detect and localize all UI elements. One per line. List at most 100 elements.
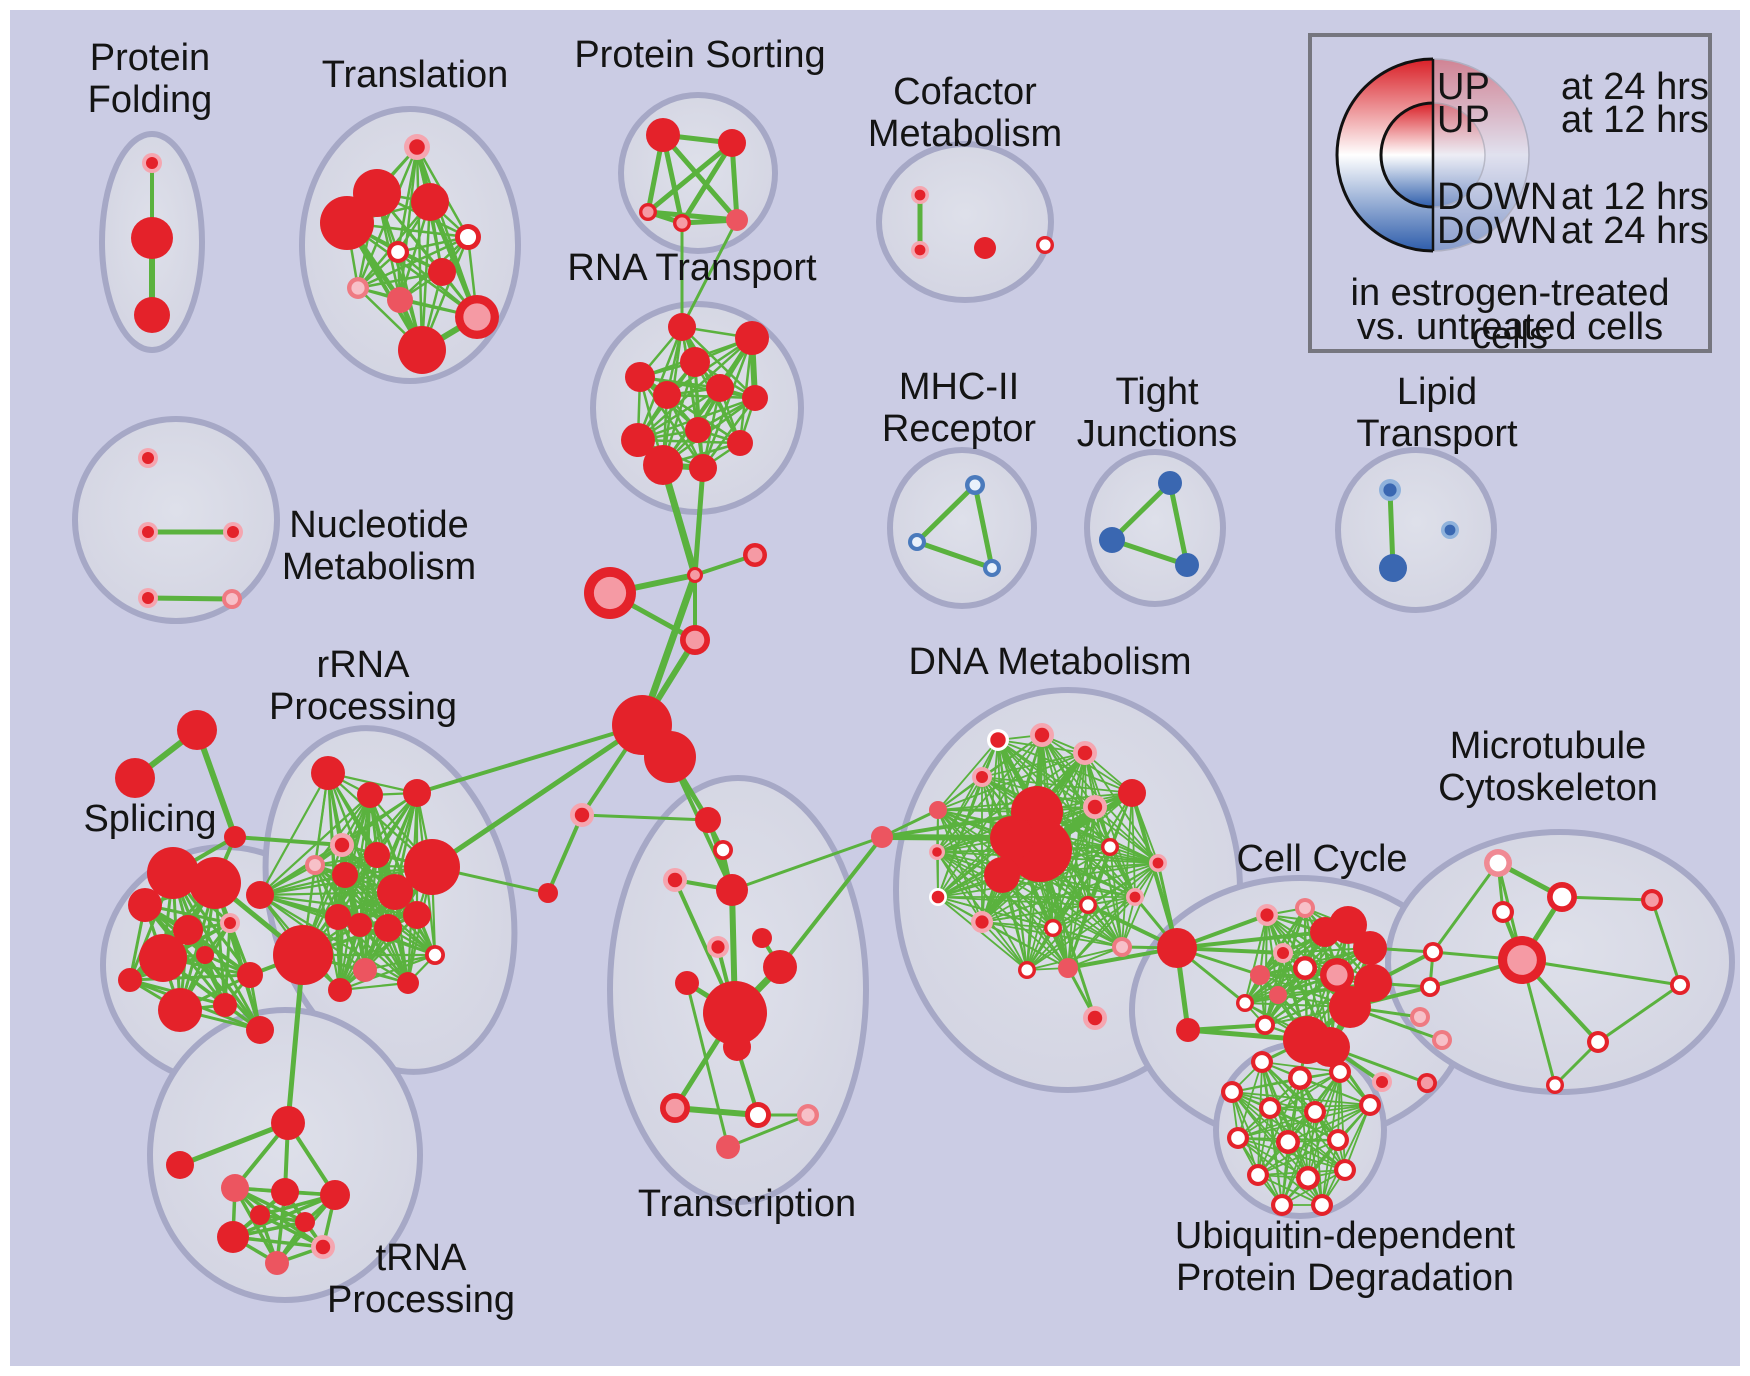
network-edge (1281, 1071, 1341, 1206)
network-node-tx5 (752, 928, 772, 948)
network-node-core-cc0 (1260, 908, 1274, 922)
network-node-sp8 (196, 946, 214, 964)
network-edge (638, 375, 757, 400)
legend-direction-label: UP (1437, 99, 1490, 141)
network-node-core-fx3 (685, 630, 705, 650)
network-node-tx0 (695, 807, 721, 833)
network-node-tr6 (428, 258, 456, 286)
network-edge (1237, 1104, 1371, 1139)
network-node-rr13 (403, 901, 431, 929)
network-node-rr16 (353, 958, 377, 982)
network-edge (1109, 537, 1190, 568)
network-node-sp11 (213, 993, 237, 1017)
network-edge (1287, 1104, 1371, 1143)
network-edge (660, 132, 740, 223)
network-edge (1094, 806, 1159, 864)
network-node-ps1 (718, 129, 746, 157)
legend-caption-line2: vs. untreated cells (1356, 306, 1664, 348)
network-node-cc15 (1310, 1027, 1350, 1067)
network-edge (1520, 958, 1682, 987)
network-edge (233, 835, 344, 847)
network-edge (680, 325, 757, 400)
network-edge (1560, 895, 1654, 902)
network-edge (1266, 914, 1374, 984)
network-node-core-tr7 (351, 281, 365, 295)
network-node-sp5 (128, 888, 162, 922)
network-node-rt0 (668, 313, 696, 341)
network-node-pf2 (134, 297, 170, 333)
network-node-sp0 (177, 710, 217, 750)
network-node-tj0 (1158, 471, 1182, 495)
legend-saturated-half (1335, 57, 1433, 253)
network-node-core-dm12 (932, 847, 942, 857)
network-node-rr6 (332, 862, 358, 888)
network-node-core-dm6 (1087, 799, 1103, 815)
network-node-sp14 (118, 968, 142, 992)
network-node-core-ub0 (1255, 1055, 1269, 1069)
network-node-cf2 (974, 237, 996, 259)
network-node-core-cc13 (1258, 1018, 1272, 1032)
network-node-rt11 (689, 454, 717, 482)
network-node-rr10 (325, 904, 351, 930)
network-node-sp10 (139, 934, 187, 982)
network-node-core-ub2 (1333, 1065, 1347, 1079)
network-node-rr1 (357, 782, 383, 808)
network-node-core-cc21 (1376, 1076, 1388, 1088)
network-node-tn5 (217, 1221, 249, 1253)
network-node-core-cf3 (1039, 239, 1051, 251)
network-node-core-ub10 (1251, 1168, 1265, 1182)
network-node-dm9 (990, 816, 1034, 860)
network-node-core-dm24 (1087, 1010, 1103, 1026)
network-edge (1244, 931, 1326, 1004)
network-node-core-dm17 (1082, 899, 1094, 911)
network-edge (258, 793, 372, 897)
network-edge (981, 921, 1069, 969)
network-node-core-cc5 (1277, 947, 1289, 959)
network-edge (1052, 927, 1123, 948)
network-edge (356, 270, 444, 290)
network-node-pf1 (131, 217, 173, 259)
network-node-core-cc17 (1423, 980, 1437, 994)
legend-time-label: at 24 hrs (1561, 210, 1709, 252)
network-edge (1257, 1139, 1339, 1176)
network-node-core-dm11 (1104, 841, 1116, 853)
network-edge (233, 1186, 279, 1265)
network-edge (981, 752, 1086, 778)
network-node-rr14 (273, 925, 333, 985)
network-node-tn1 (166, 1151, 194, 1179)
network-node-rr0 (311, 756, 345, 790)
network-node-core-cc11 (1239, 997, 1251, 1009)
network-node-rt2 (680, 347, 710, 377)
network-edge (143, 903, 262, 1032)
network-node-core-ub11 (1300, 1170, 1316, 1186)
network-edge (258, 771, 330, 897)
network-node-core-ps2 (642, 206, 654, 218)
network-edge (1314, 1111, 1323, 1206)
cluster-ellipse-mc (1385, 829, 1735, 1095)
network-node-dm5 (1118, 779, 1146, 807)
network-edge (1167, 480, 1190, 568)
network-edge (692, 465, 706, 578)
network-node-core-mc0 (1489, 854, 1507, 872)
network-node-core-ub13 (1275, 1198, 1289, 1212)
network-edge (338, 953, 437, 992)
network-edge (177, 1120, 291, 1168)
network-node-core-cc18 (1414, 1011, 1426, 1023)
legend-time-label: at 24 hrs (1561, 66, 1709, 108)
network-node-tr8 (387, 287, 413, 313)
network-node-core-ub4 (1363, 1098, 1377, 1112)
network-node-core-tr0 (409, 139, 425, 155)
network-node-core-mc1 (1552, 887, 1572, 907)
network-edge (981, 862, 1159, 923)
network-edge (937, 752, 1086, 811)
network-node-rt9 (727, 430, 753, 456)
network-edge (1244, 914, 1268, 1004)
network-node-ps4 (726, 209, 748, 231)
network-node-rt10 (643, 445, 683, 485)
network-node-core-dm19 (1116, 941, 1128, 953)
network-node-rt8 (621, 423, 655, 457)
network-node-core-mh2 (987, 563, 997, 573)
network-edge (1431, 861, 1500, 954)
network-node-tx9 (763, 950, 797, 984)
network-edge (1231, 1091, 1309, 1179)
